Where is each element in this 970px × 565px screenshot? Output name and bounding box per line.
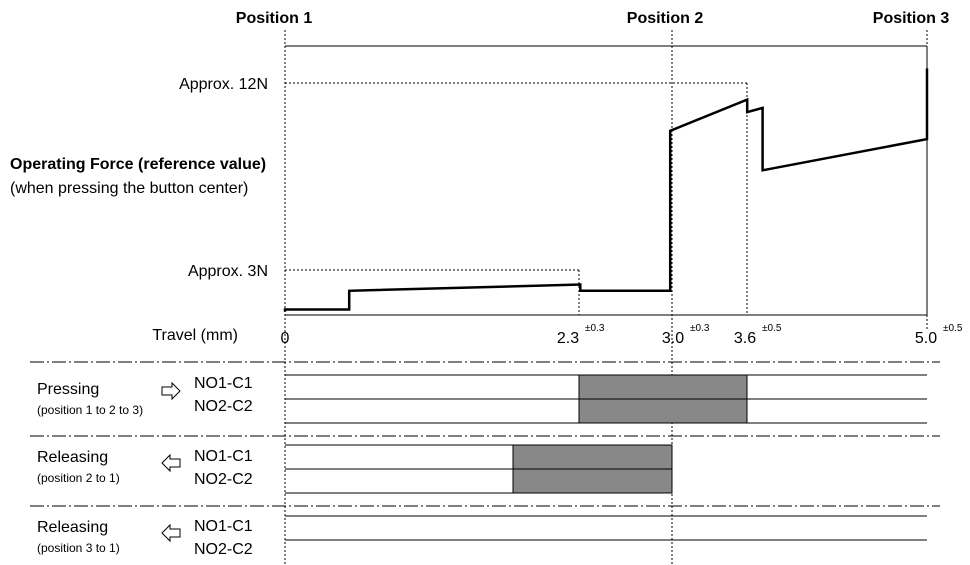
arrow-right-icon xyxy=(161,381,181,401)
row1-range: (position 1 to 2 to 3) xyxy=(37,403,143,417)
arrow-left-icon xyxy=(161,523,181,543)
tick-3-0: 3.0 xyxy=(662,330,684,347)
row3-contact-2: NO2-C2 xyxy=(194,541,253,558)
row3-action: Releasing xyxy=(37,519,108,536)
row3-contact-1: NO1-C1 xyxy=(194,518,253,535)
row2-contact-2: NO2-C2 xyxy=(194,471,253,488)
row2-contact-1-on-region xyxy=(512,444,673,470)
arrow-left-icon xyxy=(161,453,181,473)
row3-range: (position 3 to 1) xyxy=(37,541,120,555)
row1-action: Pressing xyxy=(37,381,99,398)
tick-3-0-tol: ±0.3 xyxy=(690,323,710,334)
tick-3-6: 3.6 xyxy=(734,330,756,347)
position-1-label: Position 1 xyxy=(236,10,313,27)
tick-5-0: 5.0 xyxy=(915,330,937,347)
tick-5-0-tol: ±0.5 xyxy=(943,323,963,334)
x-ticks: 0 2.3 ±0.3 3.0 ±0.3 3.6 ±0.5 5.0 ±0.5 xyxy=(281,323,963,347)
force-chart: Approx. 12N Approx. 3N Operating Force (… xyxy=(10,45,929,316)
row1-contact-2-on-region xyxy=(578,398,748,424)
y-axis-subtitle: (when pressing the button center) xyxy=(10,180,248,197)
tick-3-6-tol: ±0.5 xyxy=(762,323,782,334)
row1-contact-1-on-region xyxy=(578,374,748,400)
force-curve xyxy=(283,68,929,312)
position-2-label: Position 2 xyxy=(627,10,704,27)
row2-action: Releasing xyxy=(37,449,108,466)
timing-row-releasing-2-to-1: Releasing (position 2 to 1) NO1-C1 NO2-C… xyxy=(37,444,673,494)
tick-0: 0 xyxy=(281,330,290,347)
tick-2-3-tol: ±0.3 xyxy=(585,323,605,334)
y-axis-title: Operating Force (reference value) xyxy=(10,156,266,173)
row-separators xyxy=(30,361,940,507)
x-axis-label: Travel (mm) xyxy=(152,327,238,344)
row2-contact-1: NO1-C1 xyxy=(194,448,253,465)
y-label-12n: Approx. 12N xyxy=(179,76,268,93)
tick-2-3: 2.3 xyxy=(557,330,579,347)
timing-row-pressing: Pressing (position 1 to 2 to 3) NO1-C1 N… xyxy=(37,374,927,424)
y-label-3n: Approx. 3N xyxy=(188,263,268,280)
row2-contact-2-on-region xyxy=(512,468,673,494)
position-3-label: Position 3 xyxy=(873,10,950,27)
row2-range: (position 2 to 1) xyxy=(37,471,120,485)
timing-row-releasing-3-to-1: Releasing (position 3 to 1) NO1-C1 NO2-C… xyxy=(37,515,927,558)
row1-contact-1: NO1-C1 xyxy=(194,375,253,392)
row1-contact-2: NO2-C2 xyxy=(194,398,253,415)
